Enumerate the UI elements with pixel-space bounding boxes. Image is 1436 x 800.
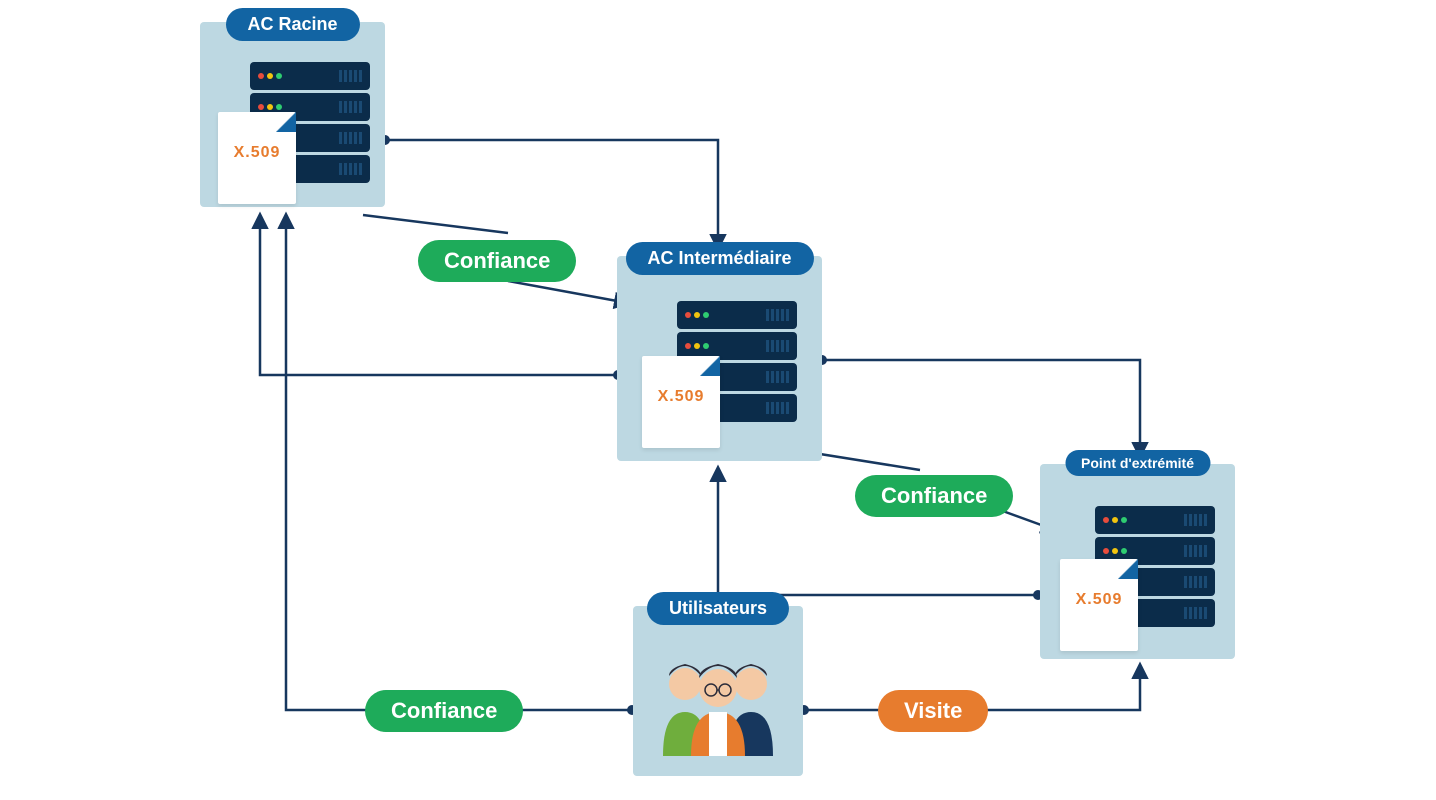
edge-label-trust: Confiance	[418, 240, 576, 282]
edge-label-trust: Confiance	[855, 475, 1013, 517]
doc-label: X.509	[658, 388, 705, 406]
edge-label-trust: Confiance	[365, 690, 523, 732]
node-intermediate: AC Intermédiaire X.509	[617, 256, 822, 461]
node-root-header: AC Racine	[225, 8, 359, 41]
node-endpoint-header: Point d'extrémité	[1065, 450, 1210, 476]
users-icon	[653, 646, 783, 756]
node-root: AC Racine X.509	[200, 22, 385, 207]
node-intermediate-header: AC Intermédiaire	[625, 242, 813, 275]
edge-label-visit: Visite	[878, 690, 988, 732]
certificate-doc-icon: X.509	[1060, 559, 1138, 651]
node-users: Utilisateurs	[633, 606, 803, 776]
node-users-header: Utilisateurs	[647, 592, 789, 625]
certificate-doc-icon: X.509	[218, 112, 296, 204]
doc-label: X.509	[234, 144, 281, 162]
certificate-doc-icon: X.509	[642, 356, 720, 448]
doc-label: X.509	[1076, 591, 1123, 609]
node-endpoint: Point d'extrémité X.509	[1040, 464, 1235, 659]
